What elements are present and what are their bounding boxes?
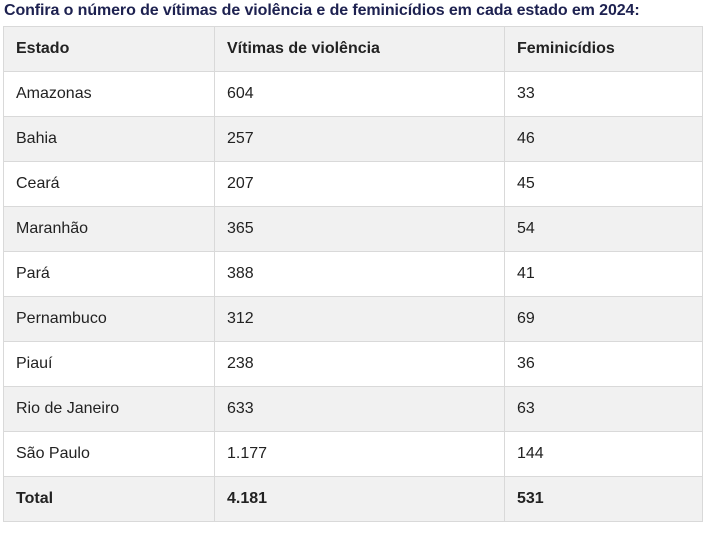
table-header-row: Estado Vítimas de violência Feminicídios bbox=[3, 26, 703, 72]
cell-estado: Pará bbox=[3, 251, 215, 297]
cell-vitimas: 257 bbox=[214, 116, 505, 162]
cell-estado: Piauí bbox=[3, 341, 215, 387]
cell-vitimas: 388 bbox=[214, 251, 505, 297]
cell-vitimas: 604 bbox=[214, 71, 505, 117]
cell-feminicidios: 54 bbox=[504, 206, 703, 252]
cell-feminicidios: 144 bbox=[504, 431, 703, 477]
cell-estado: São Paulo bbox=[3, 431, 215, 477]
cell-vitimas: 312 bbox=[214, 296, 505, 342]
cell-vitimas: 365 bbox=[214, 206, 505, 252]
cell-vitimas: 238 bbox=[214, 341, 505, 387]
total-vitimas: 4.181 bbox=[214, 476, 505, 522]
table-row: Rio de Janeiro 633 63 bbox=[3, 386, 703, 432]
cell-feminicidios: 33 bbox=[504, 71, 703, 117]
table-row: São Paulo 1.177 144 bbox=[3, 431, 703, 477]
cell-estado: Maranhão bbox=[3, 206, 215, 252]
cell-feminicidios: 41 bbox=[504, 251, 703, 297]
cell-feminicidios: 45 bbox=[504, 161, 703, 207]
table-row: Ceará 207 45 bbox=[3, 161, 703, 207]
table-row: Pernambuco 312 69 bbox=[3, 296, 703, 342]
cell-feminicidios: 46 bbox=[504, 116, 703, 162]
cell-estado: Bahia bbox=[3, 116, 215, 162]
cell-estado: Ceará bbox=[3, 161, 215, 207]
table-row: Amazonas 604 33 bbox=[3, 71, 703, 117]
cell-feminicidios: 63 bbox=[504, 386, 703, 432]
cell-estado: Rio de Janeiro bbox=[3, 386, 215, 432]
table-row: Maranhão 365 54 bbox=[3, 206, 703, 252]
table-row: Bahia 257 46 bbox=[3, 116, 703, 162]
table-total-row: Total 4.181 531 bbox=[3, 476, 703, 522]
cell-feminicidios: 69 bbox=[504, 296, 703, 342]
cell-vitimas: 1.177 bbox=[214, 431, 505, 477]
total-label: Total bbox=[3, 476, 215, 522]
table-row: Piauí 238 36 bbox=[3, 341, 703, 387]
cell-estado: Pernambuco bbox=[3, 296, 215, 342]
cell-vitimas: 633 bbox=[214, 386, 505, 432]
cell-vitimas: 207 bbox=[214, 161, 505, 207]
cell-estado: Amazonas bbox=[3, 71, 215, 117]
header-feminicidios: Feminicídios bbox=[504, 26, 703, 72]
cell-feminicidios: 36 bbox=[504, 341, 703, 387]
states-violence-table: Estado Vítimas de violência Feminicídios… bbox=[3, 26, 703, 522]
table-caption: Confira o número de vítimas de violência… bbox=[4, 2, 640, 19]
table-row: Pará 388 41 bbox=[3, 251, 703, 297]
header-estado: Estado bbox=[3, 26, 215, 72]
header-vitimas: Vítimas de violência bbox=[214, 26, 505, 72]
total-feminicidios: 531 bbox=[504, 476, 703, 522]
